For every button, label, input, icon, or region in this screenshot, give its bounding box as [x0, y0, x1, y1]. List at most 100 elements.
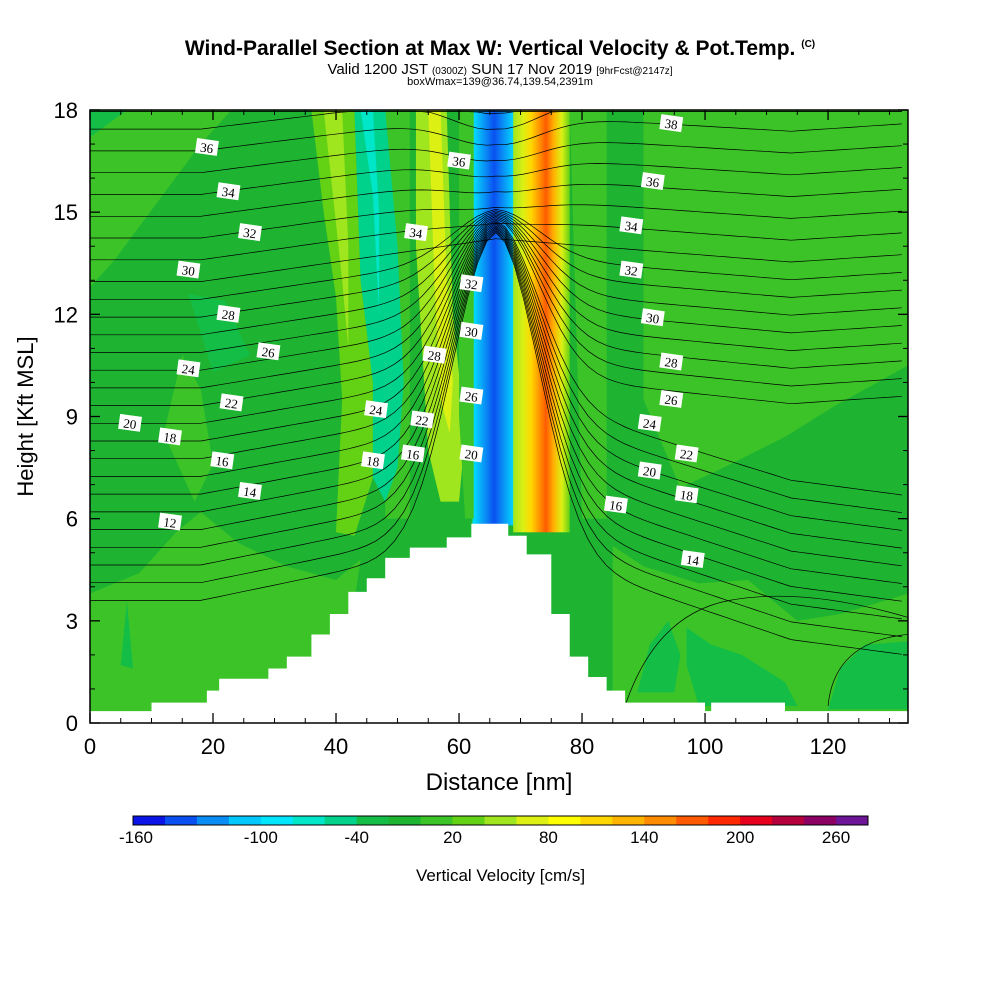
region-leftbump [163, 355, 214, 502]
theta-label-text: 16 [608, 497, 623, 514]
colorbar-swatch [772, 816, 805, 825]
colorbar-swatch [548, 816, 581, 825]
colorbar-swatch [324, 816, 358, 825]
theta-label-box [216, 182, 241, 201]
theta-label-text: 14 [242, 484, 257, 501]
theta-contour-line [90, 223, 902, 549]
theta-label-box [410, 410, 435, 429]
theta-label-box [619, 216, 644, 235]
colorbar-label: Vertical Velocity [cm/s] [416, 866, 585, 885]
theta-label: 18 [158, 427, 182, 446]
theta-label-text: 28 [427, 347, 442, 364]
cell-midleft [188, 293, 250, 373]
theta-label-box [459, 444, 484, 463]
theta-contour-line [90, 183, 902, 217]
theta-contour-line [90, 214, 902, 371]
theta-label: 14 [238, 481, 262, 501]
colorbar-swatch [388, 816, 422, 825]
theta-contour-line [624, 595, 908, 707]
theta-contour-line [90, 218, 902, 424]
theta-label-text: 22 [224, 395, 239, 412]
theta-label-text: 26 [464, 388, 479, 405]
box-info: boxWmax=139@36.74,139.54,2391m [407, 76, 593, 88]
theta-label-box [176, 359, 201, 378]
theta-contour-line [90, 213, 902, 353]
colorbar-swatch [420, 816, 454, 825]
theta-label-box [640, 172, 665, 190]
theta-label-box [659, 352, 684, 371]
theta-label: 30 [640, 308, 665, 327]
theta-label-text: 24 [642, 415, 657, 432]
updraft-column-left-core [323, 110, 349, 349]
theta-label-box [158, 427, 182, 446]
theta-label: 12 [158, 512, 182, 531]
theta-label-box [603, 495, 628, 514]
chart-subtitle: Valid 1200 JST (0300Z) SUN 17 Nov 2019 [… [0, 61, 1000, 78]
theta-label: 22 [410, 410, 435, 429]
theta-label: 28 [422, 345, 447, 364]
theta-contour-line [90, 219, 902, 496]
colorbar-tick-label: 80 [539, 828, 558, 847]
theta-label: 24 [364, 400, 388, 419]
colorbar-swatch [133, 816, 166, 825]
theta-label-box [659, 390, 684, 408]
colorbar-swatch [644, 816, 677, 825]
theta-label: 26 [459, 386, 484, 405]
theta-label-box [118, 413, 142, 432]
valid-date: SUN 17 Nov 2019 [471, 61, 593, 78]
colorbar-tick-label: 20 [443, 828, 462, 847]
theta-label-box [219, 393, 244, 412]
main-downdraft [472, 110, 516, 526]
theta-label-box [422, 345, 447, 364]
colorbar-tick-label: -160 [119, 828, 153, 847]
vertical-velocity-colorbar: -160 -100 -40 20 80 140 200 260 Vertical Velocit… [119, 815, 869, 885]
theta-label-box [210, 451, 235, 470]
colorbar-swatch [836, 816, 869, 825]
theta-label-text: 16 [405, 446, 420, 463]
colorbar-swatch [708, 816, 741, 825]
theta-label: 24 [637, 413, 662, 432]
theta-contour-line [90, 209, 902, 300]
y-tick-label: 0 [66, 711, 78, 736]
x-tick-label: 100 [687, 734, 724, 759]
theta-contour-line [90, 215, 902, 389]
theta-label-text: 14 [685, 552, 700, 569]
theta-contour-line [90, 230, 902, 637]
x-tick-label: 0 [84, 734, 96, 759]
chart-title: Wind-Parallel Section at Max W: Vertical… [0, 37, 1000, 61]
colorbar-tick-label: -40 [344, 828, 369, 847]
theta-contour-line [90, 226, 902, 584]
theta-label: 14 [680, 550, 705, 569]
theta-label-text: 20 [464, 446, 479, 463]
theta-contour-line [90, 229, 902, 620]
theta-label: 32 [459, 274, 484, 293]
theta-label: 30 [459, 321, 484, 340]
theta-label-text: 36 [199, 140, 214, 157]
theta-label: 34 [404, 223, 428, 241]
theta-contour-line [827, 634, 908, 707]
colorbar-swatch [452, 816, 486, 825]
theta-label-text: 18 [365, 453, 380, 470]
valid-utc: (0300Z) [431, 66, 467, 77]
theta-label-box [364, 400, 388, 419]
y-tick-label: 12 [54, 302, 78, 327]
theta-contour-line [90, 225, 902, 567]
theta-label-text: 36 [645, 174, 660, 191]
theta-label-text: 12 [162, 514, 177, 531]
y-tick-label: 15 [54, 200, 78, 225]
y-tick-label: 18 [54, 98, 78, 123]
main-updraft [513, 110, 570, 533]
theta-label-text: 30 [645, 310, 660, 327]
theta-label-text: 22 [415, 412, 430, 429]
cell-lowleft [120, 600, 134, 669]
theta-label-box [459, 321, 484, 340]
theta-contour-line [90, 204, 902, 239]
theta-label-text: 26 [261, 344, 276, 361]
theta-label-text: 32 [464, 276, 479, 293]
colorbar-swatch [164, 816, 198, 825]
theta-label: 20 [118, 413, 142, 432]
colorbar-swatch [292, 816, 326, 825]
theta-label: 24 [176, 359, 201, 378]
